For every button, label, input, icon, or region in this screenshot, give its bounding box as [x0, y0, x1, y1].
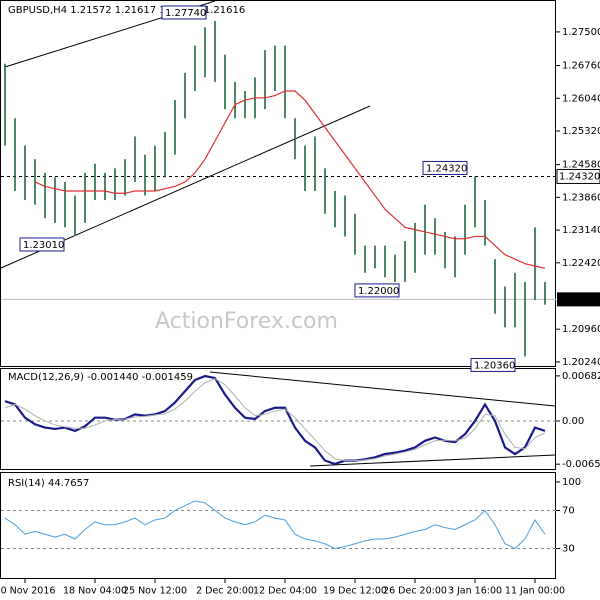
moving-average	[34, 90, 546, 269]
macd-trend-line	[309, 454, 556, 467]
y-tick-label: 1.27500	[562, 27, 600, 38]
y-tick-label: -0.006538	[562, 459, 600, 470]
y-tick-label: 70	[562, 505, 575, 516]
indicator-line	[4, 374, 546, 466]
macd-panel	[0, 368, 556, 470]
x-tick-label: 10 Nov 2016	[0, 586, 55, 597]
x-tick-label: 3 Jan 16:00	[448, 586, 502, 597]
annotation-label: 1.20360	[474, 360, 515, 371]
level-label: 1.24320	[559, 171, 600, 182]
annotation-label: 1.22000	[358, 286, 399, 297]
x-tick-label: 11 Jan 00:00	[505, 586, 565, 597]
x-tick-label: 19 Dec 12:00	[323, 586, 387, 597]
annotation-label: 1.23010	[23, 240, 64, 251]
y-tick-label: 1.20960	[562, 324, 600, 335]
annotation-box	[161, 5, 207, 20]
annotation-label: 1.27740	[165, 8, 206, 19]
rsi-title: RSI(14) 44.7657	[8, 478, 89, 489]
price-title: GBPUSD,H4 1.21572 1.21617 1.21538 1.2161…	[8, 5, 245, 16]
indicator-line	[4, 378, 546, 462]
y-tick-label: 1.24580	[562, 160, 600, 171]
x-tick-label: 2 Dec 20:00	[196, 586, 254, 597]
x-tick-label: 25 Nov 12:00	[123, 586, 187, 597]
x-tick-label: 12 Dec 04:00	[253, 586, 317, 597]
watermark: ActionForex.com	[155, 309, 338, 334]
annotation-box	[19, 237, 65, 252]
y-tick-label: 100	[562, 477, 581, 488]
x-tick-label: 26 Dec 20:00	[383, 586, 447, 597]
y-tick-label: 0.00	[562, 416, 584, 427]
price-box	[557, 292, 600, 307]
price-label: 1.21616	[559, 294, 600, 305]
price-panel	[0, 0, 556, 367]
y-tick-label: 1.25320	[562, 126, 600, 137]
y-tick-label: 1.23860	[562, 192, 600, 203]
annotation-label: 1.24320	[426, 163, 467, 174]
y-tick-label: 30	[562, 544, 575, 555]
annotation-box	[470, 357, 516, 372]
y-tick-label: 1.26760	[562, 61, 600, 72]
y-tick-label: 0.006829	[562, 371, 600, 382]
y-tick-label: 1.20240	[562, 357, 600, 368]
y-tick-label: 1.26040	[562, 93, 600, 104]
annotation-box	[354, 283, 400, 298]
y-tick-label: 1.22420	[562, 258, 600, 269]
annotation-box	[422, 160, 468, 175]
y-tick-label: 1.23140	[562, 225, 600, 236]
level-box	[556, 168, 600, 184]
macd-trend-line	[209, 371, 556, 407]
macd-title: MACD(12,26,9) -0.001440 -0.001459	[8, 372, 193, 383]
x-tick-label: 18 Nov 04:00	[63, 586, 127, 597]
indicator-line	[4, 500, 546, 550]
